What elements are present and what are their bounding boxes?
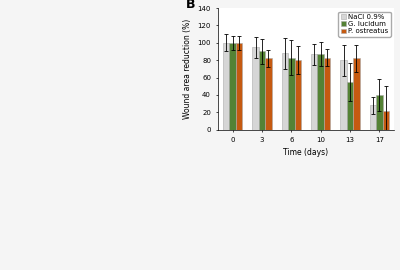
Bar <box>376 95 382 130</box>
Bar <box>288 58 294 130</box>
Bar <box>265 58 272 130</box>
Bar <box>259 52 265 130</box>
Bar <box>236 43 242 130</box>
X-axis label: Time (days): Time (days) <box>284 148 328 157</box>
Bar <box>294 60 301 130</box>
Legend: NaCl 0.9%, G. lucidum, P. ostreatus: NaCl 0.9%, G. lucidum, P. ostreatus <box>338 12 390 36</box>
Bar <box>347 82 353 130</box>
Bar <box>282 53 288 130</box>
Bar <box>252 47 259 130</box>
Text: B: B <box>186 0 196 11</box>
Bar <box>318 54 324 130</box>
Bar <box>382 110 389 130</box>
Bar <box>370 105 376 130</box>
Bar <box>311 54 318 130</box>
Bar <box>223 43 230 130</box>
Bar <box>340 60 347 130</box>
Bar <box>230 43 236 130</box>
Bar <box>324 58 330 130</box>
Bar <box>353 58 360 130</box>
Y-axis label: Wound area reduction (%): Wound area reduction (%) <box>183 19 192 119</box>
